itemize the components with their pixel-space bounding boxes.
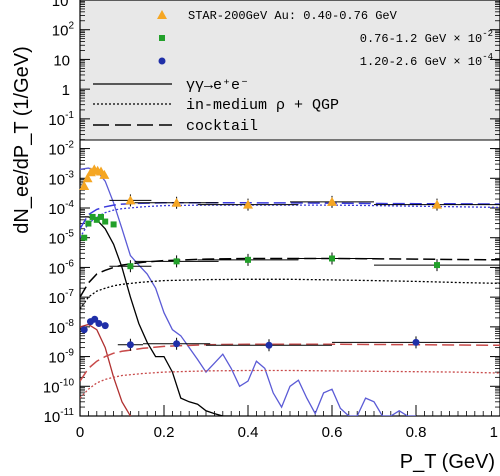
data-point-circle (173, 340, 180, 347)
data-point-square (245, 257, 251, 263)
x-axis-title: P_T (GeV) (400, 451, 495, 473)
data-point-circle (102, 322, 109, 329)
data-point-circle (127, 341, 134, 348)
legend-entry-label: STAR-200GeV Au: 0.40-0.76 GeV (188, 9, 398, 23)
data-point-square (329, 255, 335, 261)
x-tick-label: 0 (76, 424, 84, 441)
data-point-square (85, 221, 91, 227)
data-point-square (102, 219, 108, 225)
legend-line-label: γγ→e⁺e⁻ (186, 77, 249, 94)
data-point-square (434, 262, 440, 268)
legend-line-label: cocktail (186, 118, 258, 135)
x-tick-label: 0.4 (238, 424, 259, 441)
data-point-square (174, 258, 180, 264)
y-axis-title: dN_ee/dP_T (1/GeV) (11, 46, 33, 234)
data-point-circle (81, 326, 88, 333)
x-tick-label: 0.8 (406, 424, 427, 441)
y-tick-label: 1 (62, 82, 70, 99)
y-tick-label: 10 (53, 52, 70, 69)
data-point-square (159, 35, 165, 41)
data-point-square (111, 221, 117, 227)
x-tick-label: 0.6 (322, 424, 343, 441)
data-point-square (127, 263, 133, 269)
legend-entry-label: 0.76-1.2 GeV × 10-2 (360, 29, 493, 46)
legend-entry-label: 1.20-2.6 GeV × 10-4 (360, 52, 493, 69)
data-point-square (81, 235, 87, 241)
x-tick-label: 1 (490, 424, 498, 441)
data-point-circle (159, 58, 166, 65)
x-tick-label: 0.2 (154, 424, 175, 441)
data-point-circle (95, 320, 102, 327)
data-point-circle (413, 339, 420, 346)
legend-line-label: in-medium ρ + QGP (186, 97, 339, 114)
data-point-circle (266, 342, 273, 349)
